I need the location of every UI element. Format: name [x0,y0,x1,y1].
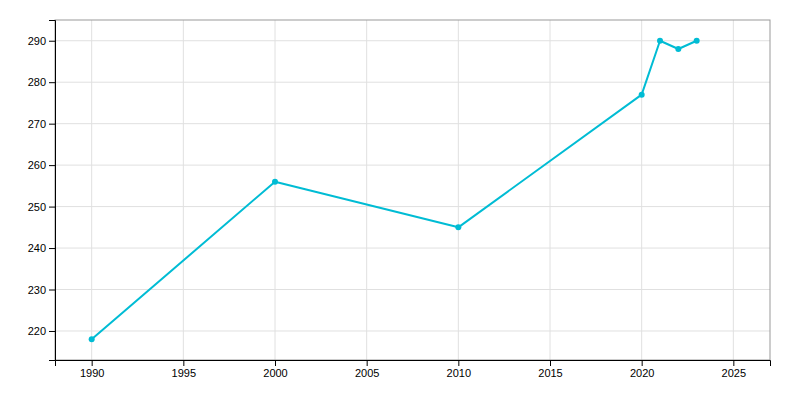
x-tick-label: 2020 [630,367,654,379]
chart: 1990 1995 2000 2005 2010 2015 2020 2025 220 230 24… [0,0,800,400]
y-tick-label: 220 [28,325,46,337]
y-tick-label: 290 [28,35,46,47]
x-tick: 2005 [355,360,379,379]
x-tick-label: 2005 [355,367,379,379]
x-tick: 2000 [263,360,287,379]
y-tick-mark [49,124,55,125]
x-tick: 2015 [538,360,562,379]
point [694,38,700,44]
plot-frame [55,20,770,360]
y-tick: 250 [28,201,55,213]
x-grid-line [275,20,276,360]
y-tick-mark [49,82,55,83]
y-tick: 280 [28,76,55,88]
x-axis-line [56,361,771,367]
y-tick-label: 280 [28,76,46,88]
plot: 1990 1995 2000 2005 2010 2015 2020 2025 220 230 24… [28,20,771,379]
y-tick-label: 260 [28,159,46,171]
x-tick: 1995 [172,360,196,379]
x-grid-line [91,20,92,360]
point [657,38,663,44]
x-grid-line [550,20,551,360]
y-grid-line [55,82,770,83]
point [272,179,278,185]
x-tick-label: 2025 [722,367,746,379]
y-tick-mark [49,248,55,249]
x-tick-label: 1990 [80,367,104,379]
y-axis-line [49,21,56,361]
x-grid-line [458,20,459,360]
grid [55,20,770,360]
x-tick-label: 2015 [538,367,562,379]
y-grid-line [55,165,770,166]
y-grid-line [55,206,770,207]
y-tick-mark [49,331,55,332]
x-tick-mark [367,360,368,366]
y-grid-line [55,289,770,290]
x-tick-mark [92,360,93,366]
point [89,336,95,342]
point [639,92,645,98]
x-grid-line [641,20,642,360]
y-tick: 230 [28,284,55,296]
x-tick-label: 1995 [172,367,196,379]
x-tick-mark [642,360,643,366]
line [92,41,697,340]
x-tick-label: 2010 [447,367,471,379]
x-tick: 2010 [447,360,471,379]
y-tick-label: 240 [28,242,46,254]
x-axis: 1990 1995 2000 2005 2010 2015 2020 2025 [56,360,771,379]
y-tick-label: 230 [28,284,46,296]
x-grid-line [183,20,184,360]
x-tick-mark [550,360,551,366]
y-tick-mark [49,41,55,42]
x-grid-line [366,20,367,360]
x-tick: 1990 [80,360,104,379]
y-tick: 270 [28,118,55,130]
x-tick-mark [275,360,276,366]
y-tick: 220 [28,325,55,337]
y-tick: 290 [28,35,55,47]
y-grid-line [55,123,770,124]
point [675,46,681,52]
x-tick: 2020 [630,360,654,379]
y-tick: 240 [28,242,55,254]
y-grid-line [55,248,770,249]
x-tick-mark [458,360,459,366]
marks [89,38,700,343]
y-tick: 260 [28,159,55,171]
y-axis: 220 230 240 250 260 270 280 290 [28,21,56,361]
y-tick-mark [49,290,55,291]
x-grid-line [733,20,734,360]
x-tick: 2025 [722,360,746,379]
x-tick-label: 2000 [263,367,287,379]
y-tick-mark [49,207,55,208]
y-grid-line [55,330,770,331]
x-tick-mark [733,360,734,366]
point [455,224,461,230]
x-tick-mark [183,360,184,366]
y-tick-label: 250 [28,201,46,213]
y-tick-mark [49,165,55,166]
y-tick-label: 270 [28,118,46,130]
